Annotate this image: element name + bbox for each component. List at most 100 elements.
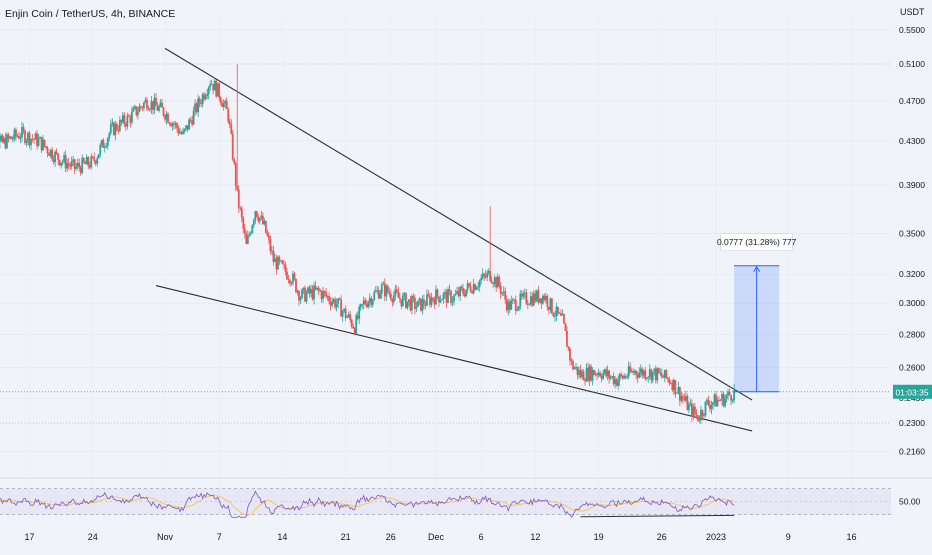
candle-body <box>554 316 556 317</box>
candle-body <box>372 300 374 305</box>
candle-body <box>78 163 80 167</box>
rsi-divergence-line[interactable] <box>581 515 735 516</box>
candle-body <box>646 378 648 379</box>
candle-body <box>56 152 58 154</box>
candle-body <box>480 278 482 280</box>
candle-body <box>705 402 707 416</box>
candle-body <box>443 294 445 300</box>
candle-body <box>328 296 330 301</box>
candle-body <box>652 372 654 381</box>
price-tick-label: 0.5500 <box>899 25 925 35</box>
candle-body <box>131 111 133 122</box>
candle-body <box>286 272 288 279</box>
candle-body <box>390 294 392 299</box>
candle-body <box>239 208 241 209</box>
measure-label: 0.0777 (31.28%) 777 <box>717 237 797 247</box>
candle-body <box>468 283 470 286</box>
candle-body <box>479 281 481 287</box>
candle-body <box>230 124 232 134</box>
candle-body <box>300 298 302 300</box>
candle-body <box>99 145 101 154</box>
candle-body <box>60 163 62 166</box>
candle-body <box>491 281 493 283</box>
time-tick-label: 26 <box>657 532 667 542</box>
candle-body <box>206 94 208 96</box>
candle-body <box>477 287 479 288</box>
candle-body <box>306 293 308 301</box>
candle-body <box>411 296 413 310</box>
candle-body <box>674 380 676 394</box>
price-tick-label: 0.3500 <box>899 229 925 239</box>
candle-body <box>416 307 418 309</box>
candle-body <box>75 167 77 169</box>
candle-body <box>349 314 351 319</box>
candle-body <box>288 279 290 280</box>
candle-body <box>345 309 347 318</box>
candle-body <box>375 291 377 292</box>
candle-body <box>726 396 728 399</box>
countdown-label: 01:03:35 <box>895 387 928 397</box>
wedge-trendline-lower[interactable] <box>156 286 752 431</box>
candle-body <box>149 109 151 110</box>
candle-body <box>470 286 472 292</box>
candle-body <box>11 137 13 139</box>
candle-body <box>729 392 731 396</box>
price-tick-label: 0.4300 <box>899 136 925 146</box>
candle-body <box>51 150 53 160</box>
candle-body <box>269 239 271 251</box>
candle-body <box>184 129 186 131</box>
candle-body <box>711 405 713 409</box>
candle-body <box>465 290 467 297</box>
price-tick-label: 0.3900 <box>899 180 925 190</box>
candle-body <box>504 291 506 299</box>
candle-body <box>238 190 240 208</box>
candle-body <box>233 159 235 163</box>
candle-body <box>455 294 457 295</box>
candle-body <box>20 137 22 138</box>
candle-body <box>169 123 171 124</box>
candle-body <box>563 314 565 323</box>
candle-body <box>551 298 553 313</box>
candle-body <box>364 300 366 304</box>
candle-body <box>71 162 73 167</box>
candle-body <box>703 415 705 416</box>
candle-body <box>301 290 303 299</box>
candle-body <box>647 377 649 378</box>
candle-body <box>440 300 442 302</box>
candle-body <box>528 304 530 305</box>
candle-body <box>565 323 567 331</box>
candle-body <box>730 395 732 400</box>
candle-body <box>226 101 228 109</box>
candle-body <box>256 211 258 217</box>
candle-body <box>483 274 485 276</box>
candle-body <box>319 290 321 291</box>
candle-body <box>57 154 59 161</box>
candle-body <box>381 285 383 294</box>
candle-body <box>47 148 49 153</box>
candle-body <box>599 373 601 377</box>
candle-body <box>620 374 622 375</box>
candle-body <box>388 292 390 293</box>
rsi-panel: 50.00 <box>0 478 932 517</box>
candle-body <box>572 361 574 369</box>
candle-body <box>668 379 670 383</box>
candle-body <box>379 293 381 298</box>
candle-body <box>461 287 463 288</box>
candle-body <box>250 233 252 234</box>
price-tick-label: 0.2160 <box>899 446 925 456</box>
candle-body <box>265 221 267 233</box>
time-tick-label: 16 <box>846 532 856 542</box>
candle-body <box>235 163 237 186</box>
candle-body <box>38 138 40 145</box>
candle-body <box>182 131 184 133</box>
candle-body <box>583 371 585 380</box>
candle-body <box>358 307 360 319</box>
candle-body <box>45 146 47 147</box>
candle-body <box>324 291 326 292</box>
candle-body <box>602 373 604 378</box>
candle-body <box>92 156 94 157</box>
candle-body <box>361 304 363 305</box>
candle-body <box>696 413 698 415</box>
